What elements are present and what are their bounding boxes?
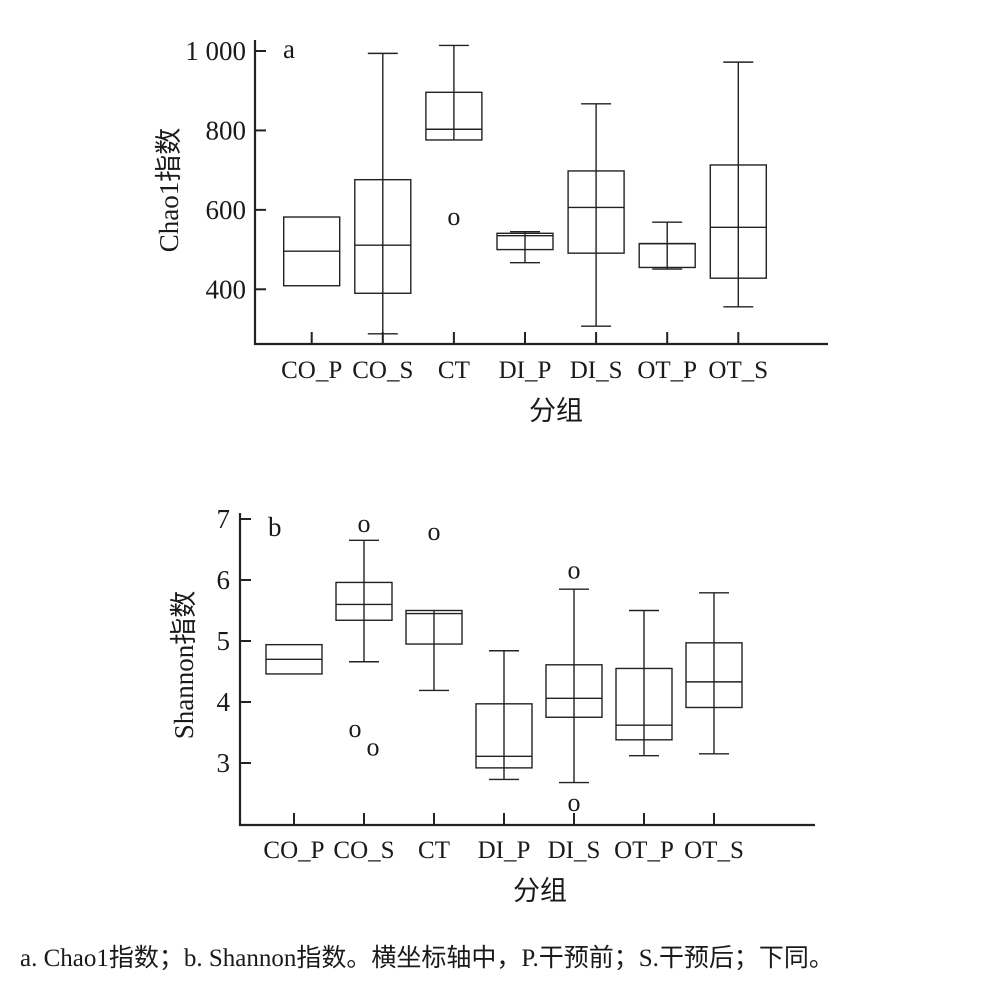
x-axis-label: 分组	[513, 876, 567, 906]
x-tick-label: OT_S	[708, 357, 768, 384]
chart-panel-a: 400 600 800 1 000 a 分组 Chao1指数 CO_P CO_S CT o DI_P D…	[154, 34, 828, 426]
outlier-point: o	[358, 509, 371, 538]
box-CO_S: CO_S	[352, 52, 413, 384]
x-tick-label: OT_P	[637, 357, 697, 384]
x-axis-label: 分组	[529, 396, 583, 426]
x-tick-label: CO_S	[352, 357, 413, 384]
x-tick-label: OT_P	[614, 837, 674, 864]
box-DI_P: DI_P	[475, 650, 533, 864]
box-CO_P: CO_P	[263, 643, 325, 864]
x-tick-label: DI_S	[548, 837, 601, 864]
x-tick-label: DI_P	[478, 837, 531, 864]
x-tick-label: CO_P	[263, 837, 324, 864]
box-OT_P: OT_P	[614, 609, 674, 864]
y-tick-label: 800	[206, 115, 247, 145]
figure-caption: a. Chao1指数；b. Shannon指数。横坐标轴中，P.干预前；S.干预…	[20, 945, 834, 972]
x-tick-label: DI_P	[499, 357, 552, 384]
box-DI_S: DI_S o o	[545, 555, 603, 864]
y-tick-label: 400	[206, 274, 247, 304]
x-tick-label: CT	[438, 357, 470, 384]
y-tick-label: 600	[206, 195, 247, 225]
y-tick-label: 4	[217, 687, 231, 717]
x-tick-label: DI_S	[570, 357, 623, 384]
outlier-point: o	[367, 732, 380, 761]
y-tick-label: 7	[217, 504, 231, 534]
outlier-point: o	[568, 788, 581, 817]
x-tick-label: CT	[418, 837, 450, 864]
outlier-point: o	[447, 202, 460, 231]
panel-label: b	[268, 512, 282, 542]
x-tick-label: OT_S	[684, 837, 744, 864]
outlier-point: o	[428, 517, 441, 546]
outlier-point: o	[568, 555, 581, 584]
box-CO_P: CO_P	[281, 216, 342, 384]
panel-label: a	[283, 34, 295, 64]
y-tick-label: 5	[217, 626, 231, 656]
box-OT_S: OT_S	[684, 592, 744, 864]
y-axis-label: Chao1指数	[154, 128, 184, 253]
box-OT_S: OT_S	[708, 61, 768, 384]
box-DI_P: DI_P	[496, 231, 554, 384]
outlier-point: o	[349, 714, 362, 743]
box-OT_P: OT_P	[637, 221, 697, 384]
y-tick-label: 1 000	[185, 36, 246, 66]
y-axis-label: Shannon指数	[169, 591, 199, 740]
y-tick-label: 6	[217, 565, 231, 595]
box-CT: CT o	[405, 517, 463, 864]
x-tick-label: CO_S	[333, 837, 394, 864]
box-DI_S: DI_S	[567, 103, 625, 384]
x-tick-label: CO_P	[281, 357, 342, 384]
box-CT: CT o	[425, 44, 483, 384]
y-tick-label: 3	[217, 748, 231, 778]
